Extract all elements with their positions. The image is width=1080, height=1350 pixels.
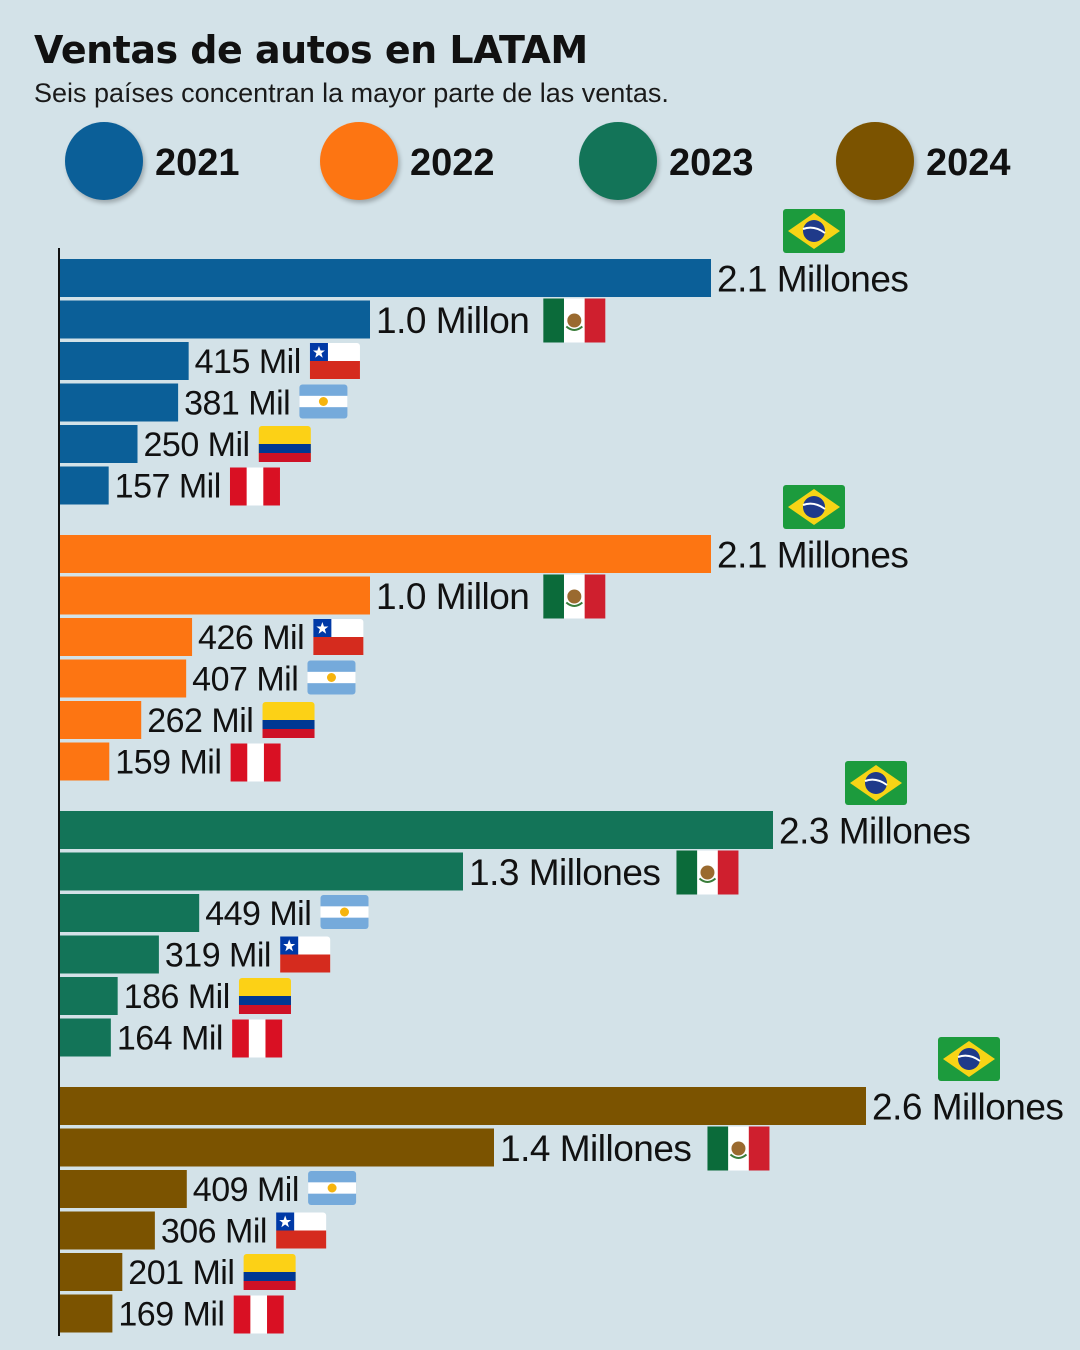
legend-label: 2023 (669, 142, 754, 184)
bar-2024-brazil (60, 1087, 866, 1125)
data-label: 2.1 Millones (717, 534, 908, 575)
legend: 2021 2022 2023 2024 (0, 0, 1080, 210)
data-label: 1.0 Millon (376, 300, 529, 341)
data-label: 1.0 Millon (376, 576, 529, 617)
bar-2021-colombia (60, 425, 138, 463)
bar-2021-peru (60, 466, 109, 505)
chile-flag (276, 1212, 327, 1249)
peru-flag (232, 1019, 283, 1058)
peru-flag (229, 467, 280, 506)
series-2021: 2.1 Millones 1.0 Millon 415 Mil 381 Mil250 … (60, 258, 909, 506)
brazil-flag (845, 761, 907, 805)
bar-2023-colombia (60, 977, 118, 1015)
bar-2022-mexico (60, 576, 370, 615)
bar-2022-peru (60, 742, 110, 781)
bar-2021-argentina (60, 383, 179, 422)
chile-flag (309, 343, 360, 379)
chile-flag (313, 619, 364, 655)
brazil-flag (783, 209, 845, 253)
chart-subtitle: Seis países concentran la mayor parte de… (34, 78, 669, 108)
bar-2021-mexico (60, 300, 370, 339)
mexico-flag (543, 298, 606, 343)
bar-2023-chile (60, 935, 159, 974)
colombia-flag (262, 702, 315, 738)
data-label: 250 Mil (144, 426, 250, 464)
bar-2024-chile (60, 1211, 155, 1250)
data-label: 164 Mil (117, 1020, 223, 1058)
chile-flag (280, 936, 331, 973)
data-label: 426 Mil (198, 619, 304, 657)
bar-2022-chile (60, 618, 193, 656)
bar-2024-colombia (60, 1253, 123, 1291)
data-label: 157 Mil (115, 468, 221, 506)
brazil-flag (938, 1037, 1000, 1081)
data-label: 381 Mil (184, 385, 290, 423)
colombia-flag (243, 1254, 296, 1290)
peru-flag (230, 743, 281, 782)
data-label: 262 Mil (147, 702, 253, 740)
bar-2023-peru (60, 1018, 111, 1057)
bar-2021-brazil (60, 259, 711, 297)
colombia-flag (258, 426, 311, 462)
data-label: 2.1 Millones (717, 258, 908, 299)
data-label: 2.6 Millones (872, 1086, 1063, 1127)
peru-flag (233, 1295, 284, 1334)
bar-2023-mexico (60, 852, 463, 891)
data-label: 201 Mil (128, 1254, 234, 1292)
chart-title: Ventas de autos en LATAM (34, 28, 588, 72)
legend-label: 2022 (410, 142, 495, 184)
mexico-flag (543, 574, 606, 619)
data-label: 306 Mil (161, 1213, 267, 1251)
argentina-flag (320, 895, 369, 929)
argentina-flag (307, 660, 356, 695)
argentina-flag (308, 1171, 357, 1205)
bar-2023-brazil (60, 811, 773, 849)
data-label: 409 Mil (193, 1171, 299, 1209)
bar-2022-colombia (60, 701, 142, 739)
argentina-flag (299, 384, 348, 419)
bar-2024-mexico (60, 1128, 494, 1167)
bar-2024-argentina (60, 1170, 187, 1208)
series-2023: 2.3 Millones 1.3 Millones 449 Mil 319 Mil18… (60, 810, 971, 1058)
data-label: 449 Mil (205, 895, 311, 933)
data-label: 1.3 Millones (469, 852, 660, 893)
mexico-flag (676, 850, 739, 895)
bar-2022-argentina (60, 659, 187, 698)
data-label: 1.4 Millones (500, 1128, 691, 1169)
legend-swatch (579, 122, 657, 200)
data-label: 159 Mil (115, 744, 221, 782)
data-label: 415 Mil (195, 343, 301, 381)
data-label: 169 Mil (118, 1296, 224, 1334)
bar-2021-chile (60, 342, 189, 380)
data-label: 2.3 Millones (779, 810, 970, 851)
bar-2023-argentina (60, 894, 200, 932)
data-label: 186 Mil (124, 978, 230, 1016)
bar-2022-brazil (60, 535, 711, 573)
series-2022: 2.1 Millones 1.0 Millon 426 Mil 407 Mil262 … (60, 534, 909, 782)
colombia-flag (238, 978, 291, 1014)
bar-2024-peru (60, 1294, 113, 1333)
series-2024: 2.6 Millones 1.4 Millones 409 Mil 306 Mil20… (60, 1086, 1064, 1334)
legend-swatch (65, 122, 143, 200)
brazil-flag (783, 485, 845, 529)
mexico-flag (707, 1126, 770, 1171)
legend-swatch (836, 122, 914, 200)
data-label: 407 Mil (192, 661, 298, 699)
legend-label: 2021 (155, 142, 240, 184)
legend-swatch (320, 122, 398, 200)
legend-label: 2024 (926, 142, 1011, 184)
data-label: 319 Mil (165, 937, 271, 975)
